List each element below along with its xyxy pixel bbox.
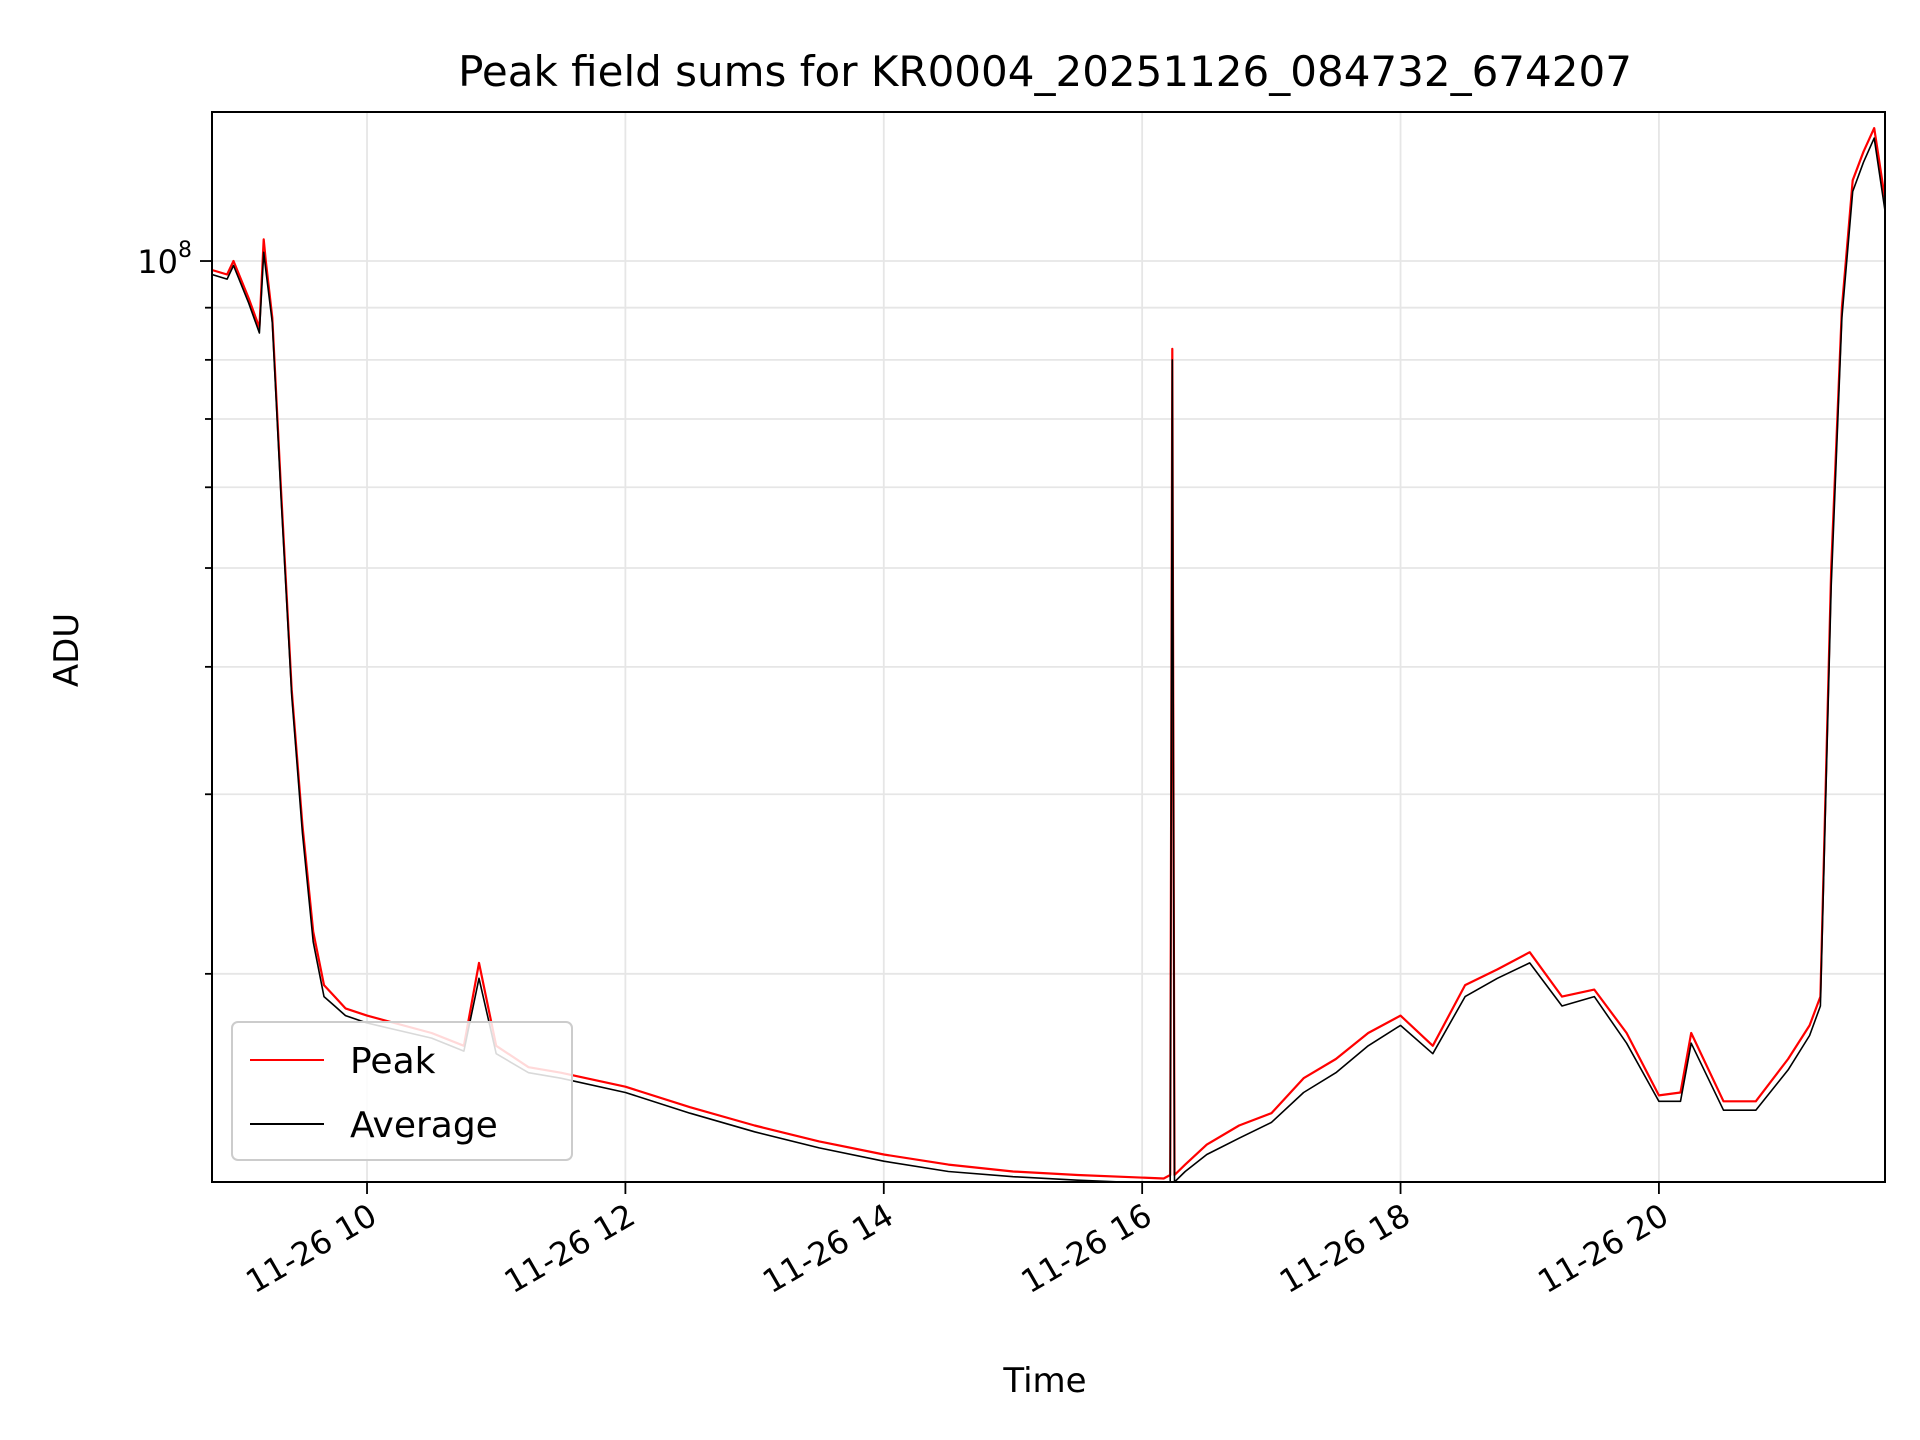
- y-axis-label: ADU: [47, 613, 87, 687]
- y-tick-label-base: 10: [137, 243, 178, 281]
- plot-frame: [211, 111, 1886, 1183]
- y-tick-label: 108: [137, 238, 192, 281]
- y-tick-label-exponent: 8: [178, 238, 192, 263]
- legend-label: Peak: [350, 1041, 436, 1082]
- grid: [212, 112, 1885, 1182]
- legend-label: Average: [350, 1105, 498, 1146]
- series-layer: [212, 127, 1885, 1182]
- legend-box: [231, 1021, 573, 1161]
- chart-title: Peak field sums for KR0004_20251126_0847…: [458, 47, 1632, 96]
- series-line-average: [212, 137, 1885, 1182]
- x-axis-label: Time: [1002, 1361, 1086, 1401]
- legend: Peak Average: [231, 1021, 573, 1161]
- y-axis: 108: [137, 238, 212, 975]
